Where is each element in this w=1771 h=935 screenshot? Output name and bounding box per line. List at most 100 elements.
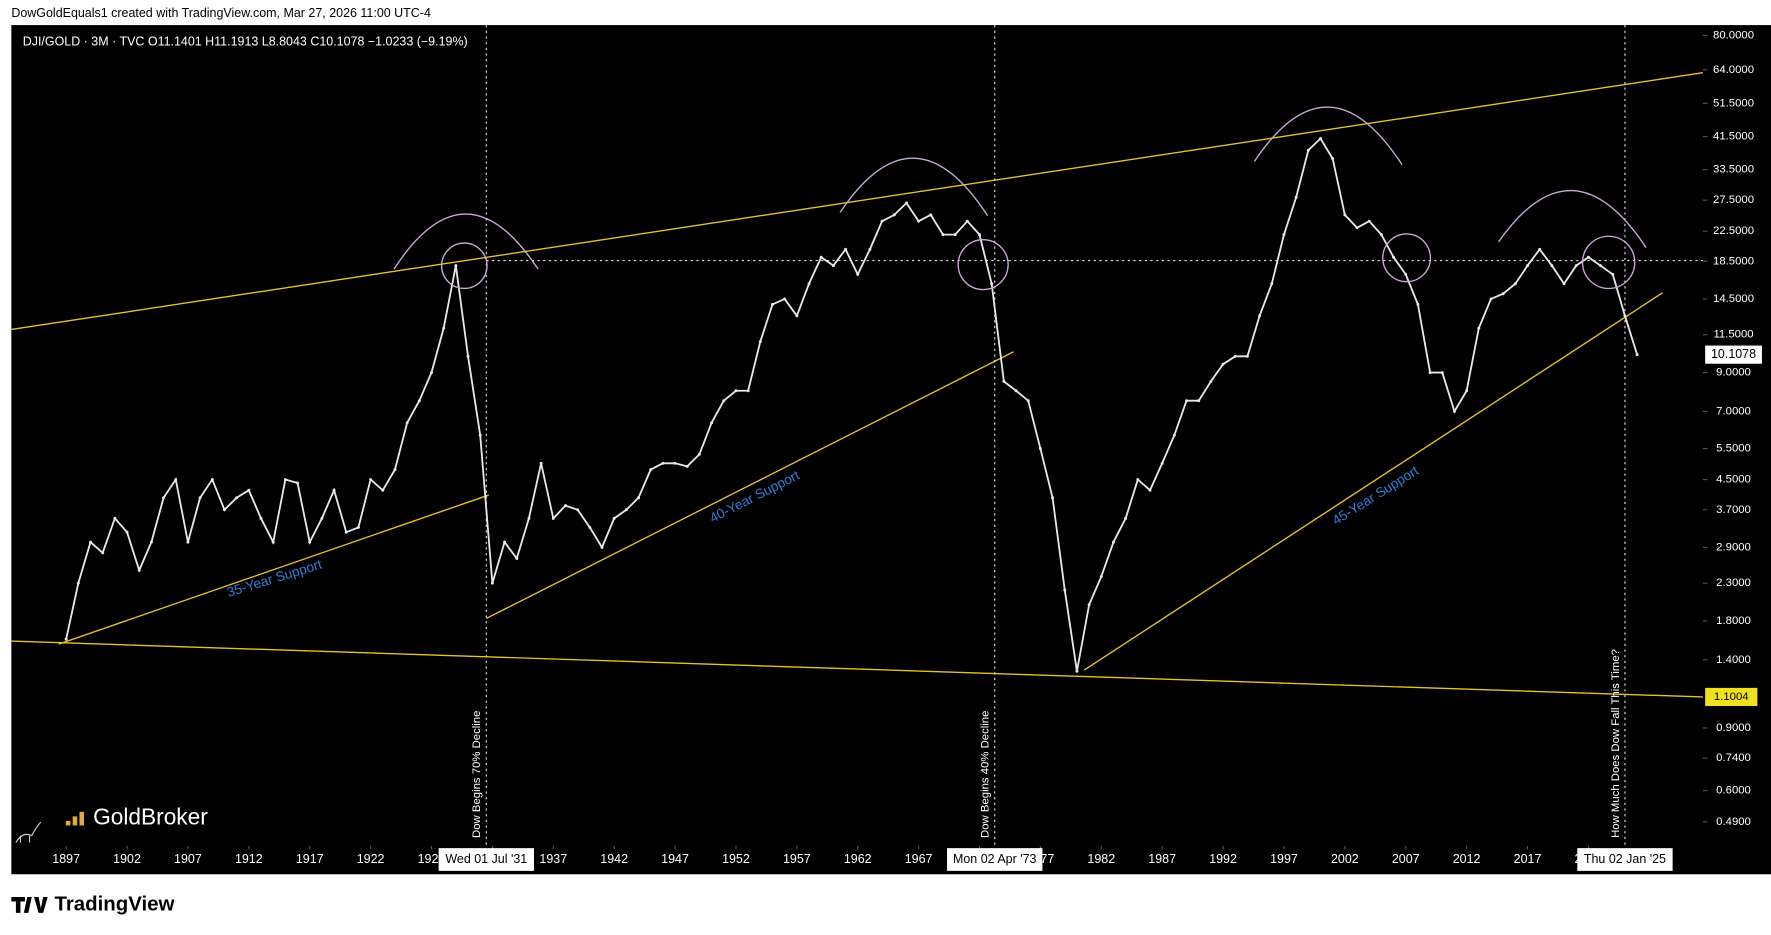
price-point: [296, 481, 300, 485]
price-point: [612, 516, 616, 520]
price-point: [1501, 292, 1505, 296]
x-tick-label: 1917: [296, 852, 324, 866]
price-point: [1099, 575, 1103, 579]
y-tick-label: 14.5000: [1713, 293, 1754, 305]
price-point: [1014, 389, 1018, 393]
crosshair-note: Dow Begins 70% Decline: [471, 711, 483, 838]
price-point: [697, 452, 701, 456]
price-point: [1075, 669, 1079, 673]
price-point: [1440, 371, 1444, 375]
price-point: [1550, 264, 1554, 268]
price-point: [515, 556, 519, 560]
price-point: [1087, 603, 1091, 607]
price-point: [332, 488, 336, 492]
price-point: [929, 213, 933, 217]
price-point: [649, 468, 653, 472]
price-point: [758, 340, 762, 344]
price-point: [442, 326, 446, 330]
price-point: [1221, 362, 1225, 366]
price-point: [1355, 226, 1359, 230]
crosshair-label: Wed 01 Jul '31: [445, 852, 527, 866]
crosshair-box: [438, 848, 534, 871]
price-line: [65, 137, 1638, 672]
price-point: [844, 247, 848, 251]
price-point: [466, 354, 470, 358]
x-tick-label: 1907: [174, 852, 202, 866]
watermark: GoldBroker: [93, 804, 208, 830]
legend: DJI/GOLD · 3M · TVC O11.1401 H11.1913 L8…: [23, 34, 468, 48]
y-tick-label: 33.5000: [1713, 164, 1754, 176]
price-point: [393, 468, 397, 472]
price-point: [1404, 272, 1408, 276]
trendline: [1083, 292, 1664, 671]
x-tick-label: 1927: [418, 852, 446, 866]
x-tick-label: 1992: [1209, 852, 1237, 866]
price-point: [1172, 433, 1176, 437]
price-point: [1489, 297, 1493, 301]
trendline: [11, 72, 1703, 331]
price-point: [1185, 399, 1189, 403]
y-tick-label: 7.0000: [1716, 405, 1751, 417]
x-tick-label: 1942: [600, 852, 628, 866]
watermark-logo: [65, 811, 85, 826]
price-point: [819, 255, 823, 259]
price-point: [454, 264, 458, 268]
y-tick-label: 2.9000: [1716, 541, 1751, 553]
price-point: [1343, 213, 1347, 217]
price-point: [746, 389, 750, 393]
price-point: [673, 461, 677, 465]
price-point: [551, 516, 555, 520]
plot: 10.1078 80.0000 64.0000 51.5000 41.5000 33.50…: [11, 25, 1762, 871]
price-point: [600, 545, 604, 549]
price-point: [1111, 540, 1115, 544]
price-point: [1465, 389, 1469, 393]
y-tick-label: 18.5000: [1713, 255, 1754, 267]
price-point: [965, 219, 969, 223]
y-tick-label: 2.3000: [1716, 577, 1751, 589]
price-point: [1513, 282, 1517, 286]
x-tick-label: 1997: [1270, 852, 1298, 866]
price-point: [771, 302, 774, 306]
trendline: [58, 494, 489, 645]
y-tick-label: 1.8000: [1716, 615, 1751, 627]
price-point: [1379, 233, 1383, 237]
price-point: [1599, 264, 1603, 268]
price-point: [174, 478, 178, 482]
y-tick-label: 41.5000: [1713, 131, 1754, 143]
price-point: [1635, 353, 1639, 357]
y-tick-label: 9.0000: [1716, 367, 1751, 379]
price-point: [1392, 255, 1396, 259]
price-point: [661, 461, 665, 465]
circle: [957, 238, 1009, 291]
price-point: [856, 272, 860, 276]
arc: [1497, 189, 1647, 248]
x-tick-label: 1897: [52, 852, 80, 866]
price-point: [283, 478, 287, 482]
price-point: [149, 540, 153, 544]
price-point: [1124, 516, 1128, 520]
price-point: [125, 530, 129, 534]
price-point: [831, 264, 835, 268]
price-point: [624, 508, 628, 512]
price-point: [1233, 354, 1237, 358]
footer: TradingView: [54, 893, 174, 915]
price-point: [210, 478, 214, 482]
price-point: [1306, 148, 1310, 152]
price-point: [76, 581, 80, 585]
y-tick-label: 11.5000: [1713, 329, 1753, 341]
y-tick-label: 3.7000: [1716, 504, 1751, 516]
circle: [1581, 235, 1636, 290]
price-point: [1562, 282, 1566, 286]
price-point: [1245, 354, 1249, 358]
price-point: [734, 389, 738, 393]
price-point: [576, 508, 580, 512]
x-tick-label: 2002: [1331, 852, 1359, 866]
price-point: [162, 496, 166, 500]
price-point: [990, 282, 994, 286]
price-point: [1002, 379, 1006, 383]
price-point: [710, 421, 714, 425]
price-point: [1416, 302, 1420, 306]
crosshair-note: Dow Begins 40% Decline: [980, 711, 992, 838]
x-tick-label: 1957: [783, 852, 811, 866]
price-point: [430, 371, 433, 375]
